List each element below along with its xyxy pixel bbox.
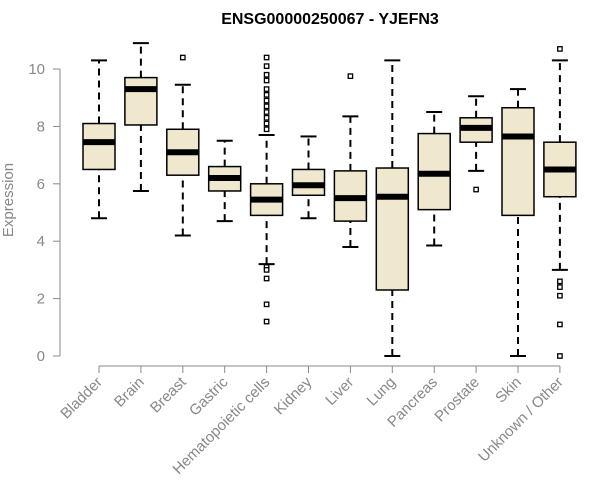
box-group: [291, 135, 326, 220]
box: [124, 76, 158, 126]
outlier-point: [179, 54, 186, 61]
outlier-point: [263, 120, 270, 127]
outlier-point: [263, 126, 270, 133]
outlier-point: [263, 71, 270, 78]
box-group: [417, 111, 451, 247]
outlier-point: [263, 97, 270, 104]
box: [501, 106, 535, 217]
outlier-point: [557, 46, 563, 52]
box-group: [333, 73, 368, 248]
outlier-point: [557, 321, 563, 328]
x-tick-label: Liver: [322, 374, 357, 409]
box: [82, 122, 116, 171]
outlier-point: [557, 353, 563, 359]
y-tick-label: 4: [37, 233, 45, 250]
outlier-point: [263, 109, 270, 115]
y-axis: 0 2 4 6 8 10: [28, 61, 61, 365]
y-tick-label: 0: [37, 348, 45, 365]
x-tick-label: Skin: [492, 374, 525, 407]
outlier-point: [263, 54, 270, 61]
outlier-point: [263, 77, 270, 84]
boxes-layer: [82, 42, 577, 359]
box-group: [501, 88, 535, 357]
outlier-point: [473, 186, 479, 193]
outlier-point: [263, 275, 270, 282]
x-tick-label: Bladder: [57, 374, 106, 423]
x-tick-label: Brain: [111, 374, 148, 411]
x-tick-label: Kidney: [271, 373, 316, 418]
box-group: [82, 59, 116, 220]
outlier-point: [263, 267, 270, 273]
box-group: [459, 95, 493, 193]
box-group: [166, 54, 200, 237]
x-tick-label: Prostate: [431, 374, 483, 426]
outlier-point: [263, 103, 270, 110]
x-tick-label: Lung: [364, 374, 400, 410]
outlier-point: [557, 292, 563, 299]
y-tick-label: 8: [37, 118, 45, 135]
outlier-point: [263, 86, 270, 92]
x-tick-label: Breast: [147, 373, 190, 416]
outlier-point: [557, 284, 563, 290]
box-group: [375, 59, 410, 357]
box-group: [124, 42, 158, 192]
outlier-point: [557, 278, 563, 285]
outlier-point: [263, 114, 270, 121]
box-group: [207, 139, 242, 223]
y-tick-label: 10: [28, 61, 45, 78]
outlier-point: [263, 91, 270, 98]
outlier-point: [263, 318, 270, 325]
y-axis-label: Expression: [0, 163, 17, 237]
box-group: [249, 54, 284, 325]
outlier-point: [347, 73, 354, 80]
y-tick-label: 6: [37, 176, 45, 193]
box-group: [543, 46, 577, 359]
outlier-point: [263, 63, 270, 69]
outlier-point: [263, 301, 270, 308]
box: [375, 167, 410, 291]
y-tick-label: 2: [37, 291, 45, 308]
chart-title: ENSG00000250067 - YJEFN3: [221, 11, 439, 28]
